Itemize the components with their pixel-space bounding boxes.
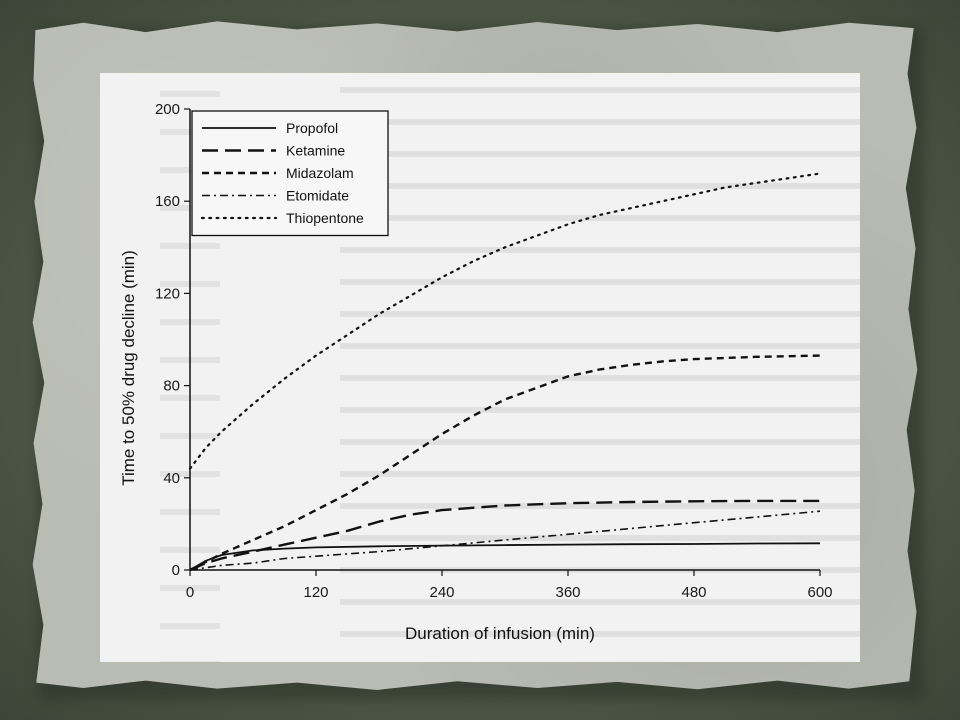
x-axis-title: Duration of infusion (min) <box>405 624 595 643</box>
series-midazolam-line <box>189 354 821 572</box>
line-chart: 0 120 240 360 480 600 0 40 80 120 160 200 Propofol… <box>119 101 833 643</box>
x-tick-label: 480 <box>681 584 706 601</box>
series-propofol-line <box>189 542 821 571</box>
y-tick-label: 160 <box>155 193 180 210</box>
y-tick-label: 40 <box>163 470 180 487</box>
legend-label-thiopentone: Thiopentone <box>286 210 364 226</box>
y-tick-label: 200 <box>155 101 180 118</box>
legend-label-ketamine: Ketamine <box>286 143 345 159</box>
chart-legend: Propofol Ketamine Midazolam Etomidate Thiope… <box>191 110 389 237</box>
chart-axes <box>189 109 820 571</box>
x-tick-label: 600 <box>807 584 832 601</box>
y-axis-title: Time to 50% drug decline (min) <box>119 250 138 486</box>
legend-label-propofol: Propofol <box>286 120 338 136</box>
series-etomidate-line <box>189 510 821 571</box>
y-tick-label: 80 <box>163 378 180 395</box>
y-tick-label: 120 <box>155 285 180 302</box>
x-tick-label: 0 <box>186 584 194 601</box>
series-ketamine-line <box>189 499 820 572</box>
x-axis-ticks: 0 120 240 360 480 600 <box>186 570 833 601</box>
x-tick-label: 120 <box>303 584 328 601</box>
legend-box <box>191 110 389 237</box>
series-lines <box>188 172 822 572</box>
series-thiopentone-line <box>188 172 822 470</box>
bleed-through-text-right <box>340 73 860 662</box>
legend-label-etomidate: Etomidate <box>286 188 349 204</box>
y-axis-ticks: 0 40 80 120 160 200 <box>155 101 190 579</box>
x-tick-label: 240 <box>429 584 454 601</box>
y-tick-label: 0 <box>172 562 180 579</box>
x-tick-label: 360 <box>555 584 580 601</box>
legend-label-midazolam: Midazolam <box>286 165 354 181</box>
scanned-figure: 0 120 240 360 480 600 0 40 80 120 160 200 Propofol… <box>100 73 860 662</box>
